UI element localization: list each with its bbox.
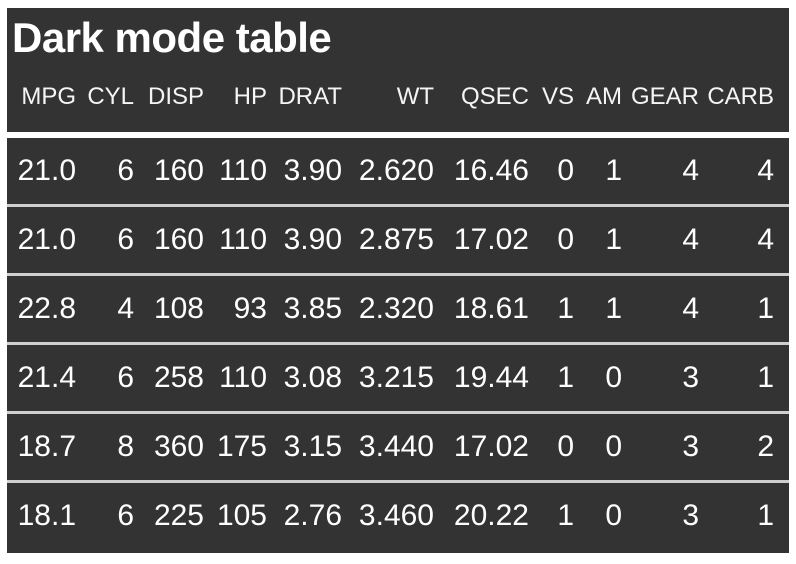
table-cell: 105 [204, 480, 267, 550]
table-cell: 17.02 [434, 411, 529, 482]
column-header-gear: GEAR [622, 62, 699, 139]
column-header-vs: VS [529, 62, 574, 139]
table-cell: 17.02 [434, 204, 529, 275]
table-cell: 2.320 [342, 273, 434, 344]
table-cell: 3.85 [267, 273, 342, 344]
table-cell: 4 [622, 204, 699, 275]
table-cell: 18.7 [7, 411, 76, 482]
table-cell: 19.44 [434, 342, 529, 413]
table-cell: 22.8 [7, 273, 76, 344]
column-header-cyl: CYL [76, 62, 134, 139]
table-header-row: MPG CYL DISP HP DRAT WT QSEC VS AM GEAR CARB [7, 62, 789, 139]
table-cell: 4 [682, 154, 699, 188]
table-cell: 3.440 [342, 411, 434, 482]
table-row: 21.4 6 258 110 3.08 3.215 19.44 1 0 3 1 [7, 342, 789, 413]
table-cell: 4 [757, 154, 774, 188]
table-cell: 0 [574, 411, 622, 482]
table-row: 21.0 6 160 110 3.90 2.875 17.02 0 1 4 4 [7, 204, 789, 275]
table-cell: 2.620 [358, 154, 434, 188]
table-cell: 2 [699, 411, 789, 482]
column-header-carb: CARB [699, 62, 789, 139]
column-header-hp: HP [204, 62, 267, 139]
table-cell: 2.76 [267, 480, 342, 550]
table-cell: 1 [574, 204, 622, 275]
table-cell: 1 [699, 273, 789, 344]
table-cell: 3.90 [283, 154, 342, 188]
table-cell: 93 [204, 273, 267, 344]
table-cell: 1 [529, 480, 574, 550]
table-cell: 3.460 [342, 480, 434, 550]
table-cell: 3 [622, 342, 699, 413]
table-cell: 3 [622, 411, 699, 482]
table-cell: 1 [529, 273, 574, 344]
table-cell: 1 [529, 342, 574, 413]
table-cell: 3.215 [342, 342, 434, 413]
dark-table-card: Dark mode table MPG CYL DISP HP DRAT WT QSEC VS… [7, 8, 789, 553]
table-cell: 258 [134, 342, 204, 413]
column-header-qsec: QSEC [434, 62, 529, 139]
column-header-wt: WT [342, 62, 434, 139]
table-cell: 108 [134, 273, 204, 344]
table-cell: 3 [622, 480, 699, 550]
data-table: MPG CYL DISP HP DRAT WT QSEC VS AM GEAR CARB 21.0 6… [7, 62, 789, 550]
table-row: 18.7 8 360 175 3.15 3.440 17.02 0 0 3 2 [7, 411, 789, 482]
table-cell: 1 [699, 342, 789, 413]
table-cell: 0 [529, 204, 574, 275]
table-cell: 160 [153, 154, 204, 188]
table-cell: 0 [557, 154, 574, 188]
table-row: 18.1 6 225 105 2.76 3.460 20.22 1 0 3 1 [7, 480, 789, 550]
table-cell: 110 [219, 154, 267, 188]
table-cell: 6 [76, 480, 134, 550]
table-cell: 110 [204, 342, 267, 413]
table-cell: 18.1 [7, 480, 76, 550]
table-cell: 0 [574, 480, 622, 550]
table-cell: 3.08 [267, 342, 342, 413]
table-cell: 8 [76, 411, 134, 482]
table-row: 21.0 6 160 110 3.90 2.620 16.46 0 1 4 4 [7, 135, 789, 206]
table-cell: 360 [134, 411, 204, 482]
table-cell: 110 [204, 204, 267, 275]
table-cell: 21.0 [17, 154, 76, 188]
column-header-disp: DISP [134, 62, 204, 139]
table-cell: 175 [204, 411, 267, 482]
table-cell: 21.4 [7, 342, 76, 413]
table-header: MPG CYL DISP HP DRAT WT QSEC VS AM GEAR CARB [7, 62, 789, 139]
table-cell: 1 [574, 273, 622, 344]
table-cell: 6 [117, 154, 134, 188]
table-cell: 4 [699, 204, 789, 275]
table-cell: 20.22 [434, 480, 529, 550]
table-cell: 1 [605, 154, 622, 188]
column-header-drat: DRAT [267, 62, 342, 139]
table-cell: 2.875 [342, 204, 434, 275]
table-cell: 0 [574, 342, 622, 413]
table-cell: 21.0 [7, 204, 76, 275]
table-cell: 3.15 [267, 411, 342, 482]
table-cell: 4 [76, 273, 134, 344]
table-cell: 16.46 [453, 154, 529, 188]
table-row: 22.8 4 108 93 3.85 2.320 18.61 1 1 4 1 [7, 273, 789, 344]
table-cell: 160 [134, 204, 204, 275]
page-title: Dark mode table [12, 14, 332, 61]
table-cell: 225 [134, 480, 204, 550]
table-cell: 18.61 [434, 273, 529, 344]
column-header-am: AM [574, 62, 622, 139]
table-cell: 4 [622, 273, 699, 344]
table-cell: 3.90 [267, 204, 342, 275]
column-header-mpg: MPG [7, 62, 76, 139]
table-body: 21.0 6 160 110 3.90 2.620 16.46 0 1 4 4 21.0 6 160 110… [7, 135, 789, 550]
table-cell: 6 [76, 204, 134, 275]
table-cell: 6 [76, 342, 134, 413]
table-cell: 1 [699, 480, 789, 550]
table-cell: 0 [529, 411, 574, 482]
